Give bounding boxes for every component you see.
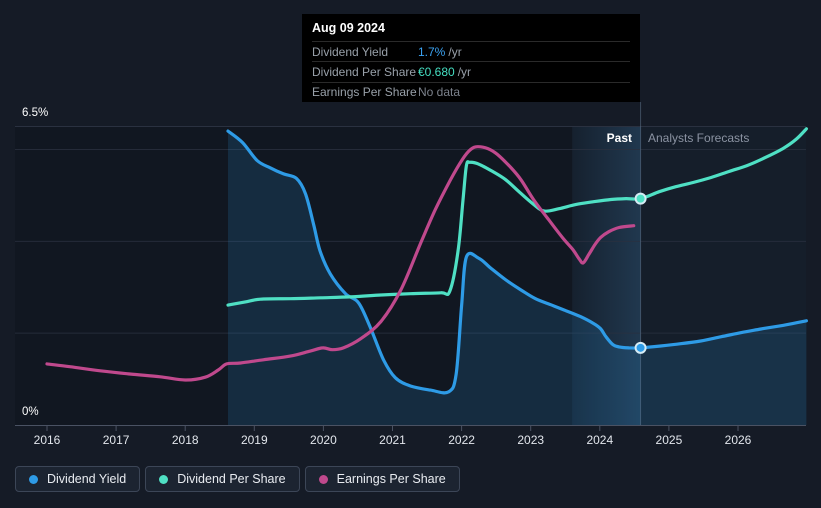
dividend-yield-dot-icon	[29, 474, 38, 484]
tooltip-value: No data	[418, 85, 461, 100]
y-axis-top-label: 6.5%	[22, 107, 49, 119]
dividend-yield-area	[228, 131, 807, 425]
legend-item-dividend-yield[interactable]: Dividend Yield	[15, 466, 141, 492]
tooltip-date: Aug 09 2024	[312, 20, 385, 35]
tooltip-row-dividend-yield: Dividend Yield 1.7% /yr	[312, 41, 630, 61]
tooltip-value: €0.680	[418, 64, 455, 79]
legend-label: Dividend Per Share	[177, 472, 286, 486]
x-axis-year-label: 2016	[34, 433, 61, 447]
dividend-per-share-marker	[634, 192, 647, 205]
legend-label: Dividend Yield	[47, 472, 127, 486]
tooltip-unit: /yr	[457, 64, 472, 79]
x-axis-year-label: 2023	[517, 433, 544, 447]
tooltip-label: Dividend Yield	[312, 44, 389, 59]
x-axis-year-label: 2022	[448, 433, 475, 447]
forecast-zone-label: Analysts Forecasts	[648, 131, 750, 145]
earnings-per-share-dot-icon	[318, 474, 328, 484]
x-axis-year-label: 2025	[656, 433, 683, 447]
legend-label: Earnings Per Share	[336, 472, 446, 486]
tooltip-row-earnings-per-share: Earnings Per Share No data	[312, 81, 630, 102]
x-axis-year-label: 2019	[241, 433, 268, 447]
x-axis-year-label: 2017	[103, 433, 130, 447]
x-axis-year-label: 2018	[172, 433, 199, 447]
past-year-band	[572, 126, 641, 425]
x-axis-year-label: 2020	[310, 433, 337, 447]
tooltip-label: Earnings Per Share	[312, 85, 417, 100]
x-axis-year-label: 2026	[725, 433, 752, 447]
legend-item-earnings-per-share[interactable]: Earnings Per Share	[304, 466, 460, 492]
tooltip-label: Dividend Per Share	[312, 64, 417, 79]
earnings-per-share-line	[45, 145, 636, 382]
x-axis-year-label: 2021	[379, 433, 406, 447]
forecast-zone	[640, 126, 806, 425]
past-zone-label: Past	[606, 131, 632, 145]
chart-plot[interactable]: 2016 2017 2018 2019 2020 2021 2022 2023 2024 2025…	[0, 0, 821, 455]
dividend-yield-marker	[634, 341, 647, 354]
x-axis-year-label: 2024	[586, 433, 613, 447]
dividend-per-share-line	[226, 127, 808, 307]
dividend-yield-line	[226, 129, 808, 395]
hover-tooltip: Aug 09 2024 Dividend Yield 1.7% /yr Divi…	[302, 14, 640, 102]
tooltip-value: 1.7%	[418, 44, 446, 59]
tooltip-unit: /yr	[448, 44, 462, 59]
legend-item-dividend-per-share[interactable]: Dividend Per Share	[145, 466, 300, 492]
dividend-per-share-dot-icon	[159, 474, 169, 484]
y-axis-bottom-label: 0%	[22, 406, 39, 418]
chart-legend: Dividend Yield Dividend Per Share Earnin…	[15, 466, 460, 492]
tooltip-row-dividend-per-share: Dividend Per Share €0.680 /yr	[312, 61, 630, 81]
